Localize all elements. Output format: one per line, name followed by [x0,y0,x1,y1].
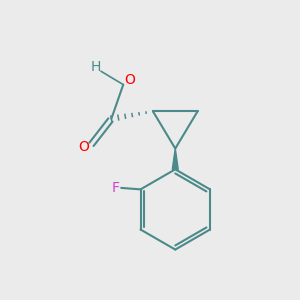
Polygon shape [172,148,178,169]
Text: H: H [90,60,101,74]
Text: O: O [79,140,89,154]
Text: O: O [124,73,135,87]
Text: F: F [111,181,119,195]
